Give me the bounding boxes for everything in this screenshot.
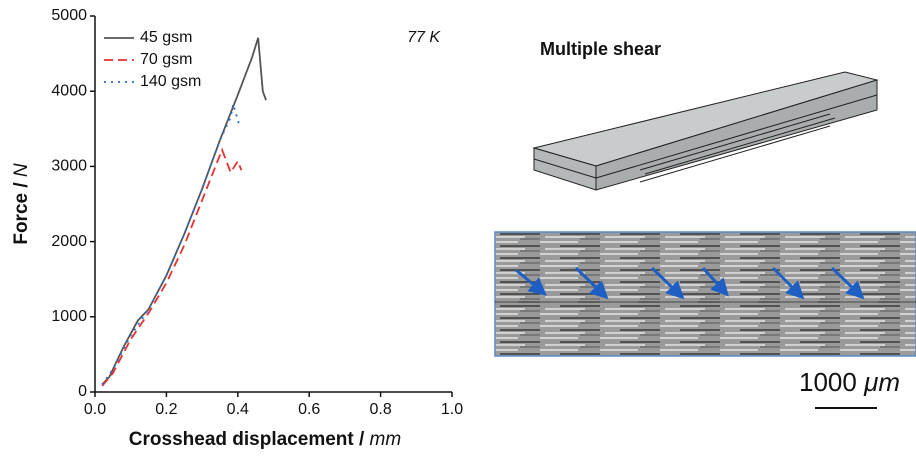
x-tick-label: 0.4 — [227, 401, 249, 418]
x-tick-label: 1.0 — [441, 401, 463, 418]
x-tick-label: 0.8 — [369, 401, 391, 418]
x-label-text: Crosshead displacement / — [129, 429, 370, 450]
x-tick-label: 0.2 — [155, 401, 177, 418]
x-tick-label: 0.6 — [298, 401, 320, 418]
x-tick-label: 0.0 — [84, 401, 106, 418]
scale-bar-unit: μm — [863, 367, 900, 397]
plot: 0 1000 2000 3000 4000 5000 0.0 0.2 0.4 0.6 0.8 1.0 4… — [51, 7, 463, 418]
scale-bar-label: 1000 μm — [799, 367, 900, 397]
y-tick-label: 5000 — [51, 7, 87, 24]
y-tick-label: 3000 — [51, 158, 87, 175]
y-tick-label: 1000 — [51, 308, 87, 325]
y-label-text: Force / — [11, 177, 32, 245]
micrograph — [494, 231, 916, 357]
y-tick-label: 0 — [78, 383, 87, 400]
y-axis-label: Force / N — [11, 163, 32, 245]
legend-label: 140 gsm — [140, 73, 201, 90]
annotation: 77 K — [407, 29, 441, 46]
x-label-unit: mm — [370, 429, 402, 450]
scale-bar-value: 1000 — [799, 367, 864, 397]
series-line — [101, 103, 241, 386]
legend-label: 70 gsm — [140, 51, 192, 68]
series-line — [101, 147, 243, 387]
legend-label: 45 gsm — [140, 29, 192, 46]
y-label-unit: N — [11, 163, 32, 177]
panel-title: Multiple shear — [540, 39, 661, 59]
specimen-drawing — [532, 71, 879, 191]
y-tick-label: 2000 — [51, 233, 87, 250]
x-axis-label: Crosshead displacement / mm — [129, 429, 401, 450]
y-tick-label: 4000 — [51, 82, 87, 99]
